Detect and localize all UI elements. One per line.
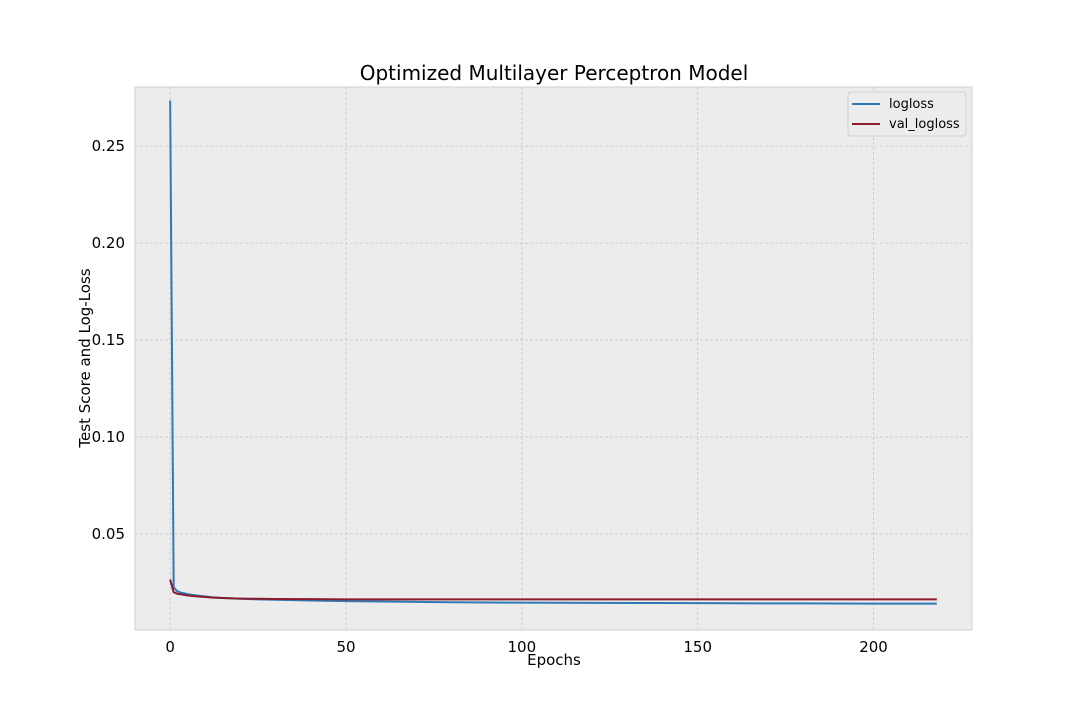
y-tick-label: 0.20 (92, 234, 125, 252)
x-axis-label: Epochs (527, 651, 581, 669)
y-tick-label: 0.25 (92, 137, 125, 155)
x-tick-label: 200 (859, 638, 888, 656)
legend-label-logloss: logloss (889, 97, 934, 112)
x-tick-label: 0 (165, 638, 175, 656)
y-axis-label: Test Score and Log-Loss (76, 268, 94, 448)
y-tick-label: 0.05 (92, 525, 125, 543)
grid-layer (135, 87, 972, 630)
legend-label-val-logloss: val_logloss (889, 117, 960, 132)
y-tick-label: 0.10 (92, 428, 125, 446)
chart-title: Optimized Multilayer Perceptron Model (360, 61, 749, 85)
legend: logloss val_logloss (847, 91, 967, 137)
x-tick-label: 150 (683, 638, 712, 656)
x-tick-label: 50 (336, 638, 355, 656)
y-tick-label: 0.15 (92, 331, 125, 349)
series-line-val-logloss (169, 579, 937, 601)
plot-background-layer (135, 87, 972, 630)
plot-frame-layer (134, 86, 973, 631)
series-layer (169, 100, 937, 605)
plot-frame (134, 86, 973, 631)
x-tick-label: 100 (508, 638, 537, 656)
tick-labels-layer: 0 50 100 150 200 0.05 0.10 0.15 0.20 0.25 (92, 137, 888, 656)
plot-area (135, 87, 972, 630)
